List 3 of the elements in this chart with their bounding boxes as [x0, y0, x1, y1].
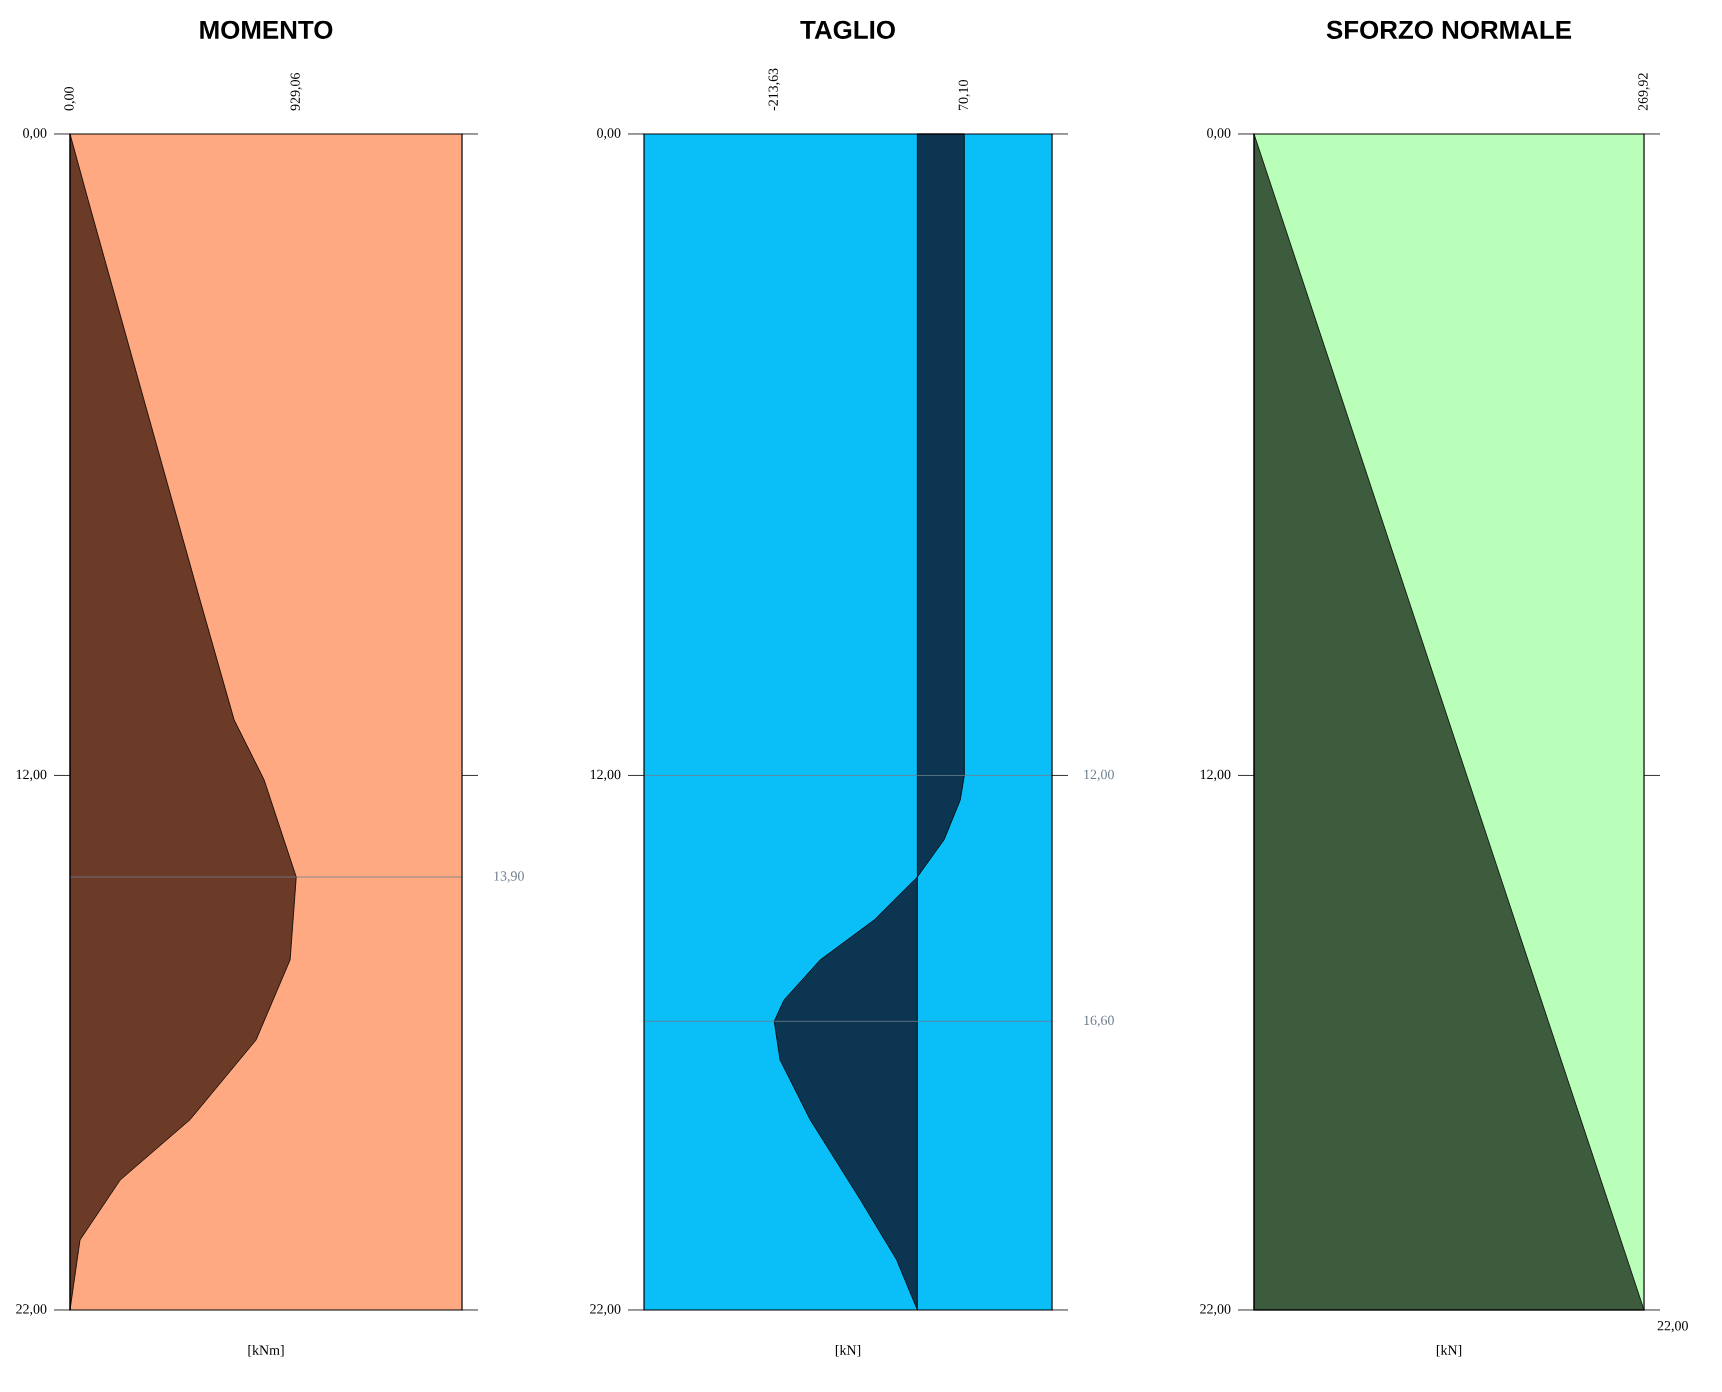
chart-title: MOMENTO	[200, 20, 333, 39]
chart-title: SFORZO NORMALE	[1326, 20, 1572, 39]
chart-title: TAGLIO	[800, 20, 895, 39]
